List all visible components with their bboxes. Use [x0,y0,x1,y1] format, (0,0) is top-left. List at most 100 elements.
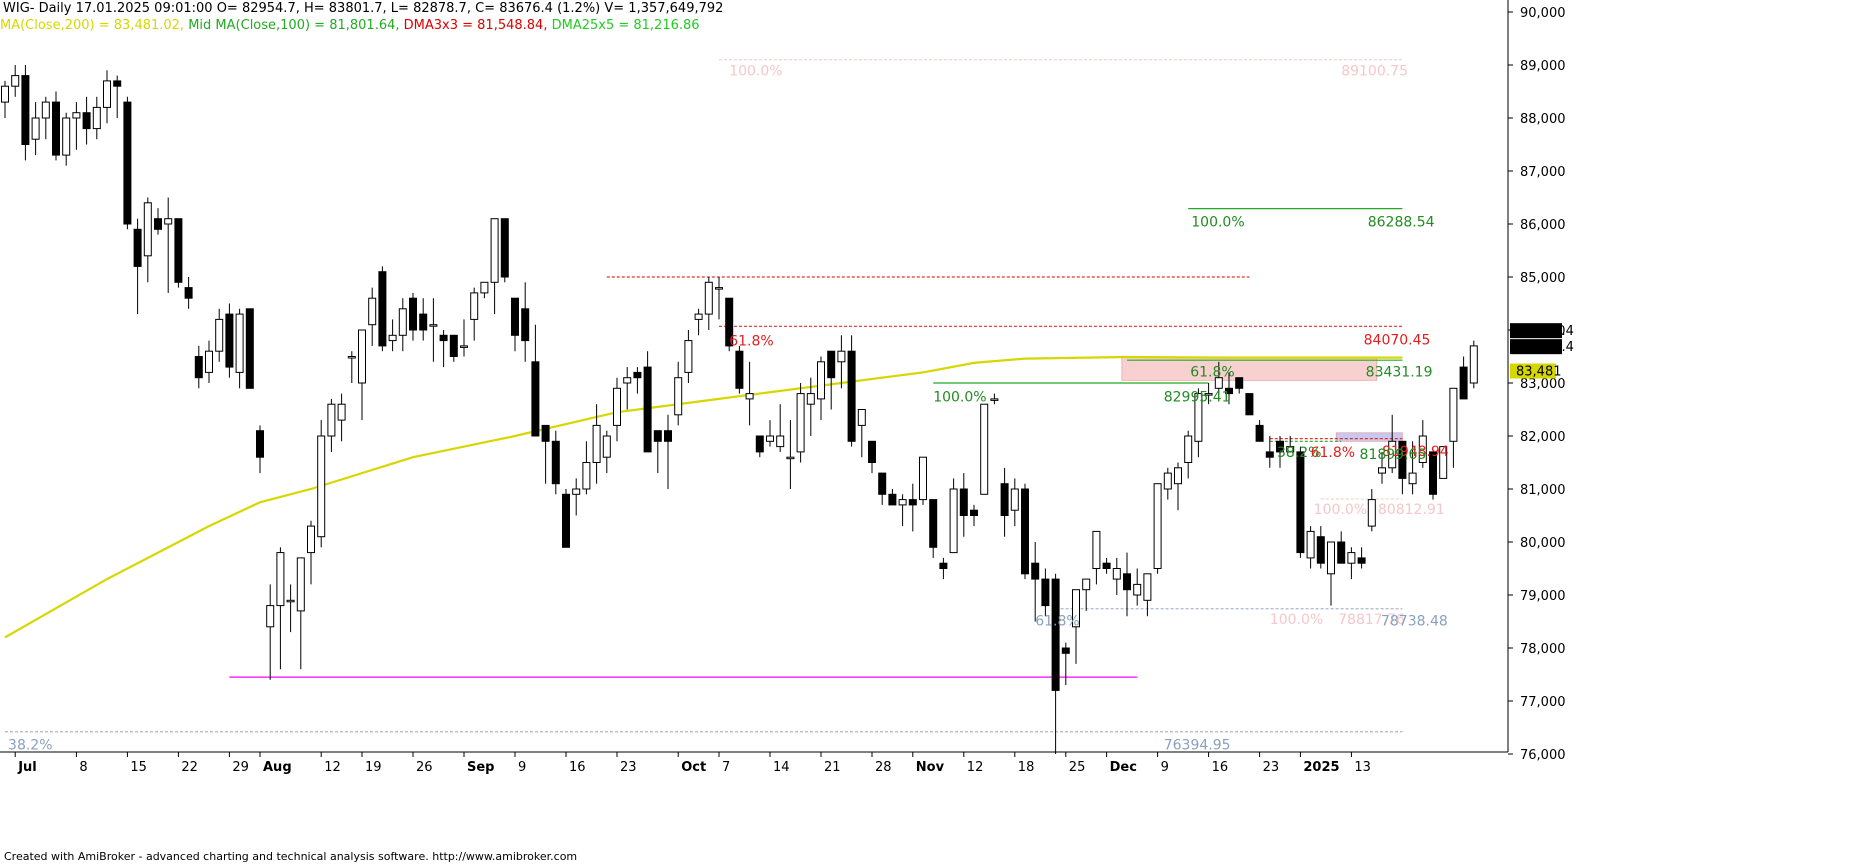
fib-label: 83431.19 [1366,364,1433,380]
candle-up [398,308,407,336]
candle-up [337,403,346,421]
x-tick-label: Sep [467,760,495,775]
x-tick-label: 16 [569,760,586,775]
candle-down [1021,488,1029,575]
x-tick-label: 8 [79,760,87,775]
candle-up [327,403,336,437]
fib-label: 82995.41 [1164,389,1231,405]
candle-down [1255,424,1264,442]
candle-down [755,435,764,453]
y-tick-label: 79,000 [1520,589,1566,604]
candle-down [1429,451,1437,495]
ma100-readout: Mid MA(Close,100) = 81,801.64, [188,18,400,33]
x-tick-label: 9 [1161,760,1169,775]
candle-down [1051,578,1060,691]
candle-down [439,334,448,342]
candle-down [449,334,458,357]
candle-down [970,509,978,517]
candle-down [929,499,938,548]
x-tick-label: 15 [130,760,147,775]
candle-up [1163,472,1172,490]
candle-up [1469,345,1478,384]
candle-up [1388,440,1397,469]
candle-up [694,313,703,320]
candle-down [735,350,744,389]
candle-up [1408,472,1417,485]
x-tick-label: 23 [620,760,637,775]
candle-down [225,313,234,368]
candle-up [592,424,601,463]
x-tick-label: 23 [1263,760,1280,775]
candle-up [1378,467,1386,474]
last-price-box [1510,323,1562,339]
candle-down [82,112,91,130]
fib-zone [1335,432,1403,442]
x-tick-label: 14 [773,760,790,775]
x-tick-label: 21 [824,760,841,775]
candle-up [429,324,438,327]
y-tick-label: 90,000 [1520,6,1566,21]
candle-down [1225,387,1233,395]
fib-label: 38.2% [1277,445,1321,461]
candle-down [1031,562,1040,580]
candle-up [143,202,152,257]
x-tick-label: Nov [916,760,945,775]
candle-down [531,361,540,437]
candle-up [1418,435,1427,463]
candle-up [1174,467,1182,485]
candle-down [245,308,254,389]
y-tick-label: 83,000 [1520,377,1566,392]
candle-up [41,101,50,119]
x-tick-label: 29 [232,760,249,775]
candle-up [460,345,468,348]
x-tick-label: 18 [1018,760,1035,775]
x-tick-label: 19 [365,760,382,775]
candle-up [684,340,693,373]
candle-up [1194,393,1203,442]
candle-up [1306,530,1315,559]
candle-up [572,488,581,495]
candle-up [215,318,224,352]
x-tick-label: 25 [1069,760,1086,775]
candle-up [296,557,305,612]
footer-credit: Created with AmiBroker - advanced charti… [4,850,578,863]
candle-down [500,218,509,278]
fib-label: 61.8% [1311,445,1355,461]
candle-down [1459,366,1468,400]
x-tick-label: 13 [1354,760,1371,775]
fib-label: 61.8% [729,334,773,350]
candle-up [1143,573,1152,601]
candle-up [837,350,846,363]
x-tick-label: 26 [416,760,433,775]
last-price-box [1510,339,1562,355]
x-tick-label: 16 [1212,760,1229,775]
fib-label: 100.0% [1191,214,1244,230]
candle-up [1092,530,1101,570]
candle-down [1245,393,1254,416]
candle-up [776,435,785,448]
fib-label: 86288.54 [1368,214,1435,230]
candle-down [1000,483,1009,517]
candle-down [154,218,162,230]
y-tick-label: 76,000 [1520,748,1566,763]
fib-label: 76394.95 [1164,737,1231,753]
candle-up [1367,499,1376,527]
candle-down [378,271,387,347]
fib-label: 61.8% [1190,364,1234,380]
candle-up [62,117,71,156]
candle-up [266,605,275,628]
candle-up [1449,387,1458,442]
candle-up [1072,589,1080,628]
candle-down [194,356,203,379]
candle-up [92,106,101,130]
candle-down [908,499,917,506]
ma200-line [4,355,1403,639]
fib-label: 100.0% [1270,612,1323,628]
candle-down [256,430,264,458]
x-tick-label: 7 [722,760,730,775]
candle-down [1316,536,1325,564]
candle-up [1184,435,1193,463]
x-tick-label: 9 [518,760,526,775]
candle-up [358,329,366,384]
